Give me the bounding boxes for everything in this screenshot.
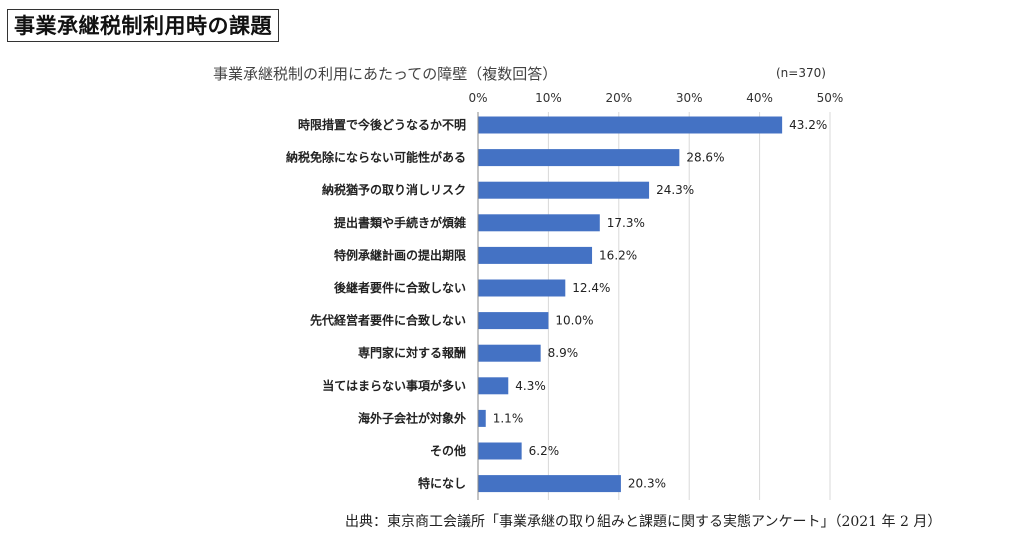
value-label: 17.3%: [607, 216, 645, 230]
category-label: 専門家に対する報酬: [358, 345, 466, 360]
value-label: 12.4%: [572, 281, 610, 295]
value-label: 6.2%: [529, 444, 560, 458]
category-label: 海外子会社が対象外: [358, 410, 466, 425]
value-label: 20.3%: [628, 477, 666, 491]
category-label: 後継者要件に合致しない: [334, 280, 466, 295]
category-label: 納税免除にならない可能性がある: [286, 150, 466, 165]
bar: [478, 116, 783, 134]
bar: [478, 246, 593, 264]
x-tick-label: 50%: [817, 91, 844, 105]
category-label: 時限措置で今後どうなるか不明: [298, 117, 466, 132]
bar: [478, 181, 650, 199]
category-label: 提出書類や手続きが煩雑: [334, 215, 466, 230]
bar: [478, 279, 566, 297]
category-label: 特になし: [418, 476, 466, 491]
bar: [478, 344, 541, 362]
bar: [478, 149, 680, 167]
value-label: 28.6%: [686, 151, 724, 165]
x-tick-label: 30%: [676, 91, 703, 105]
category-label: 納税猶予の取り消しリスク: [322, 182, 466, 197]
value-label: 8.9%: [548, 346, 579, 360]
chart-title: 事業承継税制の利用にあたっての障壁（複数回答）: [213, 65, 558, 83]
bar: [478, 475, 621, 493]
x-tick-label: 10%: [535, 91, 562, 105]
x-tick-label: 40%: [746, 91, 773, 105]
value-label: 1.1%: [493, 411, 524, 425]
x-tick-label: 20%: [605, 91, 632, 105]
value-label: 43.2%: [789, 118, 827, 132]
value-label: 16.2%: [599, 248, 637, 262]
bar: [478, 312, 549, 330]
x-tick-label: 0%: [468, 91, 487, 105]
category-label: 特例承継計画の提出期限: [334, 247, 466, 262]
bar: [478, 409, 486, 427]
category-label: 先代経営者要件に合致しない: [310, 313, 466, 328]
category-label: その他: [430, 443, 466, 458]
category-label: 当てはまらない事項が多い: [322, 378, 466, 393]
value-label: 10.0%: [555, 314, 593, 328]
value-label: 4.3%: [515, 379, 546, 393]
bar: [478, 442, 522, 460]
source-citation: 出典：東京商工会議所「事業承継の取り組みと課題に関する実態アンケート」（2021…: [345, 514, 942, 530]
page-title: 事業承継税制利用時の課題: [7, 9, 279, 42]
bar: [478, 377, 509, 395]
sample-size-note: (n=370): [776, 66, 826, 80]
bar: [478, 214, 600, 232]
value-label: 24.3%: [656, 183, 694, 197]
